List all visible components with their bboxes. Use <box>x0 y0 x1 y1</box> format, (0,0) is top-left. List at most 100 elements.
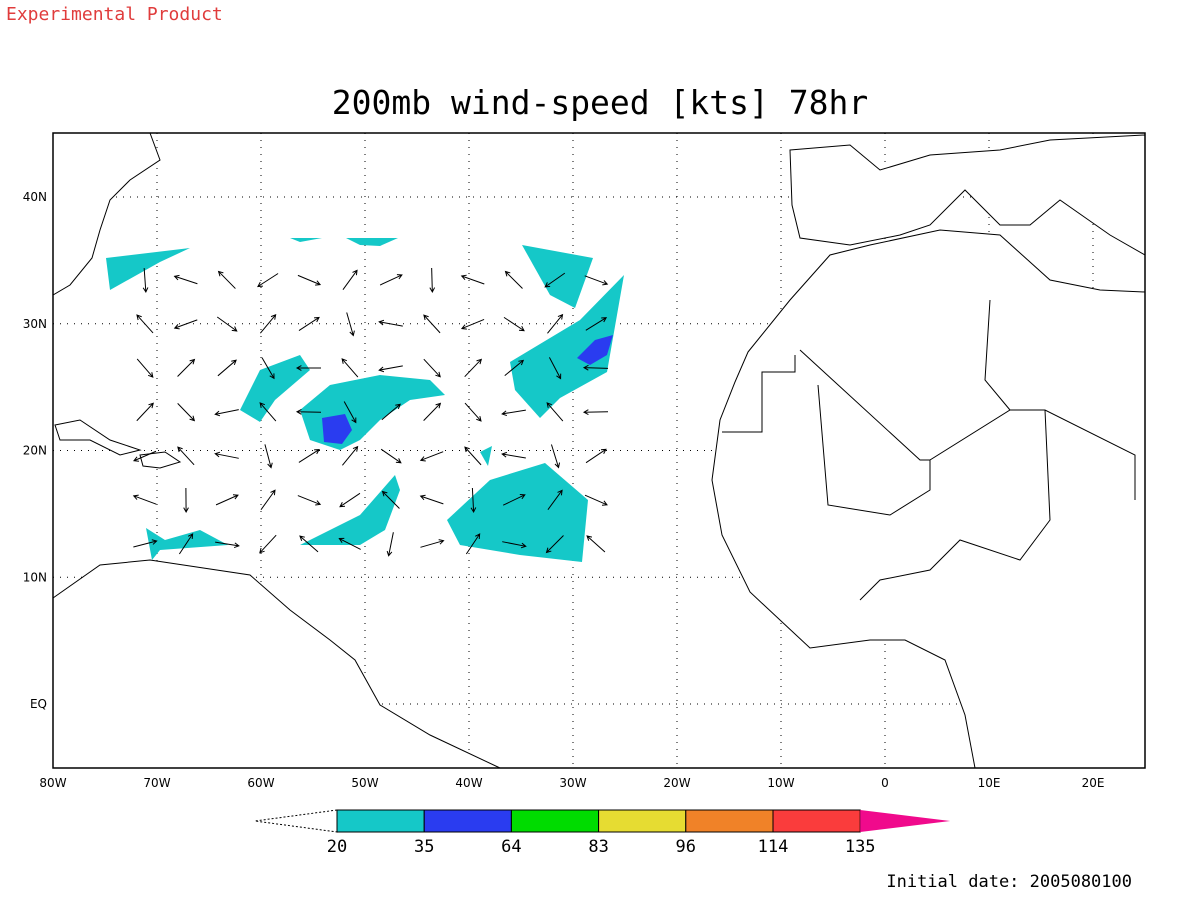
wind-arrow <box>501 409 526 417</box>
wind-arrow <box>460 274 485 285</box>
lon-label: 70W <box>143 776 170 790</box>
wind-arrow <box>423 358 441 378</box>
map-frame <box>52 132 1146 769</box>
lon-label: 40W <box>455 776 482 790</box>
shade <box>322 414 352 444</box>
wind-arrow <box>343 401 357 424</box>
wind-arrow <box>338 537 361 550</box>
wind-arrow <box>132 494 157 505</box>
wind-arrow <box>470 487 477 514</box>
wind-arrow <box>503 316 525 332</box>
wind-arrow <box>295 409 322 415</box>
initial-date: Initial date: 2005080100 <box>886 872 1132 892</box>
wind-arrow <box>136 358 154 378</box>
wind-arrow <box>342 445 359 466</box>
wind-arrow <box>423 402 442 421</box>
wind-arrow <box>420 539 445 548</box>
note: Experimental Product <box>6 4 223 25</box>
wind-arrow <box>419 451 444 462</box>
wind-arrow <box>298 316 320 332</box>
shade <box>106 248 190 290</box>
europe <box>789 134 1146 256</box>
wind-arrow <box>386 532 394 557</box>
wind-arrow <box>585 317 608 331</box>
wind-arrow <box>261 357 275 380</box>
shade <box>146 528 228 560</box>
wind-arrow <box>582 364 609 371</box>
lat-label: EQ <box>30 697 47 711</box>
wind-arrow <box>545 535 564 554</box>
border <box>799 349 930 461</box>
wind-arrow <box>177 446 195 466</box>
wind-arrow <box>584 275 609 286</box>
wind-arrow <box>381 490 400 509</box>
shade <box>480 446 492 466</box>
shade <box>522 245 593 308</box>
wind-arrow <box>259 313 277 334</box>
wind-arrow <box>380 448 402 464</box>
title: 200mb wind-speed [kts] 78hr <box>332 83 868 122</box>
colorbar-label: 83 <box>588 837 608 857</box>
shade <box>300 475 400 545</box>
colorbar: 20 35 64 83 96 114 135 <box>254 809 951 857</box>
wind-arrow <box>133 450 157 462</box>
wind-arrow <box>378 365 403 373</box>
lon-label: 10W <box>767 776 794 790</box>
wind-arrow <box>299 535 319 553</box>
wind-arrow <box>264 444 273 469</box>
wind-arrow <box>544 272 566 288</box>
lat-label: 20N <box>23 444 47 458</box>
colorbar-box <box>772 809 861 833</box>
wind-vectors <box>132 267 609 557</box>
wind-arrow <box>133 539 158 548</box>
lon-label: 50W <box>351 776 378 790</box>
wind-arrow <box>346 312 355 337</box>
axis-labels: 80W 70W 60W 50W 40W 30W 20W 10W 0 10E 20E 40N 30N 20N… <box>23 190 1105 790</box>
colorbar-box <box>598 809 687 833</box>
wind-arrow <box>341 358 359 378</box>
colorbar-label: 114 <box>758 837 789 857</box>
wind-arrow <box>460 318 485 330</box>
lon-label: 60W <box>247 776 274 790</box>
wind-arrow <box>297 274 322 286</box>
colorbar-label: 96 <box>676 837 696 857</box>
wind-arrow <box>177 358 196 377</box>
wind-arrow <box>379 274 403 286</box>
colorbar-low-end <box>254 809 338 833</box>
wind-arrow <box>136 314 154 334</box>
colorbar-box <box>336 809 425 833</box>
map-area: 80W 70W 60W 50W 40W 30W 20W 10W 0 10E 20E 40N 30N 20N… <box>23 132 1146 790</box>
wind-arrow <box>547 313 564 334</box>
wind-arrow <box>464 402 482 422</box>
wind-arrow <box>502 541 527 549</box>
wind-arrow <box>297 495 322 506</box>
border <box>722 355 796 433</box>
wind-arrow <box>423 314 441 334</box>
shade <box>346 238 398 246</box>
wind-arrow <box>215 494 239 506</box>
wind-arrow <box>419 494 444 505</box>
shade <box>290 238 322 242</box>
hispaniola <box>139 451 182 469</box>
north-america <box>52 132 161 296</box>
wind-arrow <box>295 365 322 371</box>
lon-label: 80W <box>39 776 66 790</box>
wind-arrow <box>547 489 563 510</box>
wind-arrow <box>342 269 358 291</box>
lat-label: 40N <box>23 190 47 204</box>
wind-arrow <box>217 359 237 377</box>
wind-arrow <box>183 487 189 514</box>
shade <box>447 463 588 562</box>
wind-arrow <box>173 274 198 285</box>
wind-arrow <box>429 267 436 294</box>
lon-label: 30W <box>559 776 586 790</box>
wind-arrow <box>465 533 481 555</box>
wind-arrow <box>339 492 361 508</box>
cuba <box>54 419 142 456</box>
wind-arrow <box>173 319 198 330</box>
lat-label: 30N <box>23 317 47 331</box>
wind-arrow <box>136 402 154 422</box>
colorbar-box <box>423 809 512 833</box>
colorbar-label: 20 <box>327 837 347 857</box>
